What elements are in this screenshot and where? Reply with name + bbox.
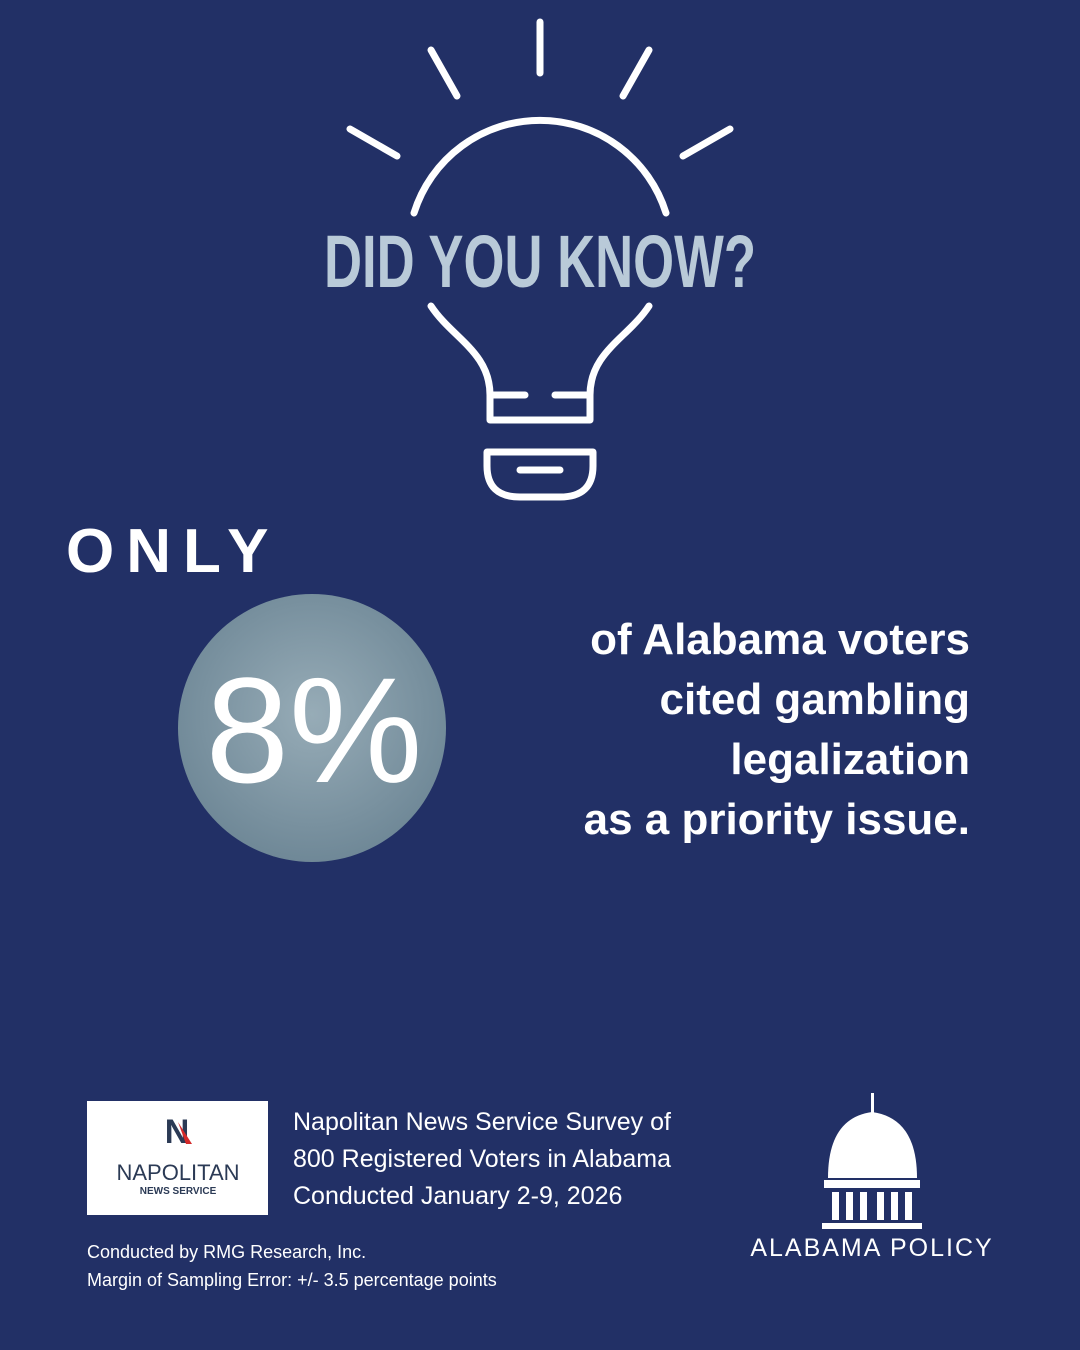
notes: Conducted by RMG Research, Inc. Margin o… [87,1242,497,1290]
title: DID YOU KNOW? [324,220,756,303]
logo-accent [178,1122,192,1144]
lead-word: ONLY [66,517,281,586]
note: Conducted by RMG Research, Inc. [87,1242,366,1262]
logo-letter: N [165,1113,190,1151]
statement-line: legalization [730,735,970,784]
statement: of Alabama voters cited gambling legaliz… [584,615,970,844]
survey-line: 800 Registered Voters in Alabama [293,1145,671,1173]
key-figure: 8% [206,646,423,814]
capitol-icon [822,1093,922,1229]
note: Margin of Sampling Error: +/- 3.5 percen… [87,1270,497,1290]
statement-line: as a priority issue. [584,795,970,844]
figure-circle [178,594,446,862]
survey-info: Napolitan News Service Survey of 800 Reg… [293,1108,671,1210]
logo-name: NAPOLITAN [116,1160,239,1185]
survey-line: Napolitan News Service Survey of [293,1108,671,1136]
survey-line: Conducted January 2-9, 2026 [293,1182,622,1210]
lightbulb-icon [346,18,734,501]
napolitan-logo: N NAPOLITAN NEWS SERVICE [87,1101,268,1215]
brand-name: ALABAMA POLICY [750,1234,993,1262]
logo-sub: NEWS SERVICE [140,1186,217,1197]
statement-line: of Alabama voters [590,615,970,664]
statement-line: cited gambling [660,675,970,724]
logo-box [87,1101,268,1215]
